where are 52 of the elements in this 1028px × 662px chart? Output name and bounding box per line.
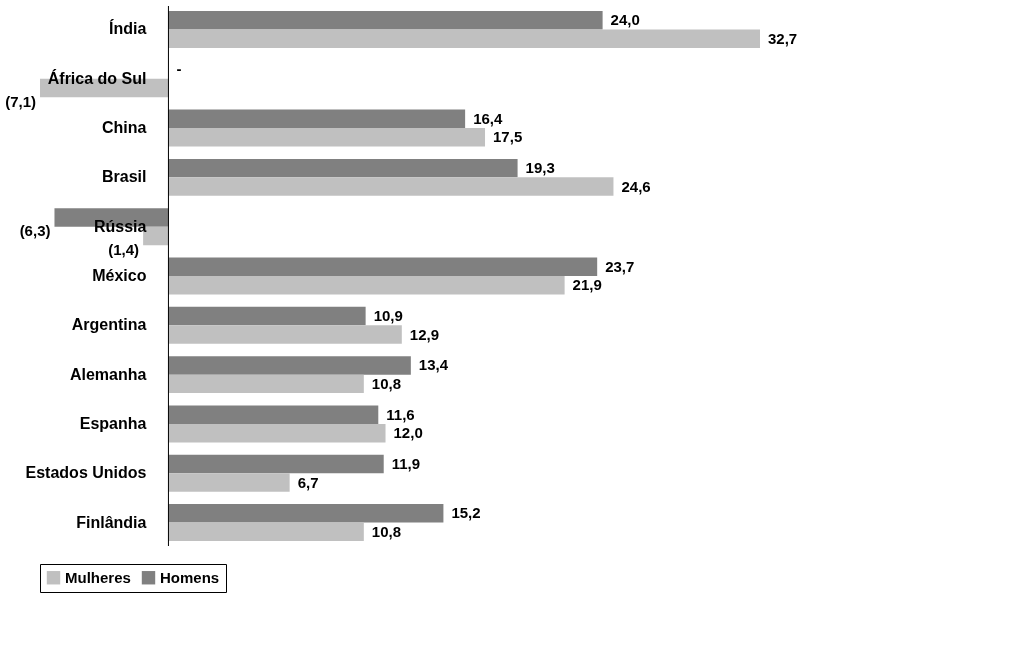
data-label: (1,4) (108, 240, 140, 258)
bar (168, 473, 290, 492)
data-label: 11,6 (386, 405, 415, 423)
y-tick-label: Brasil (101, 168, 147, 186)
bar (168, 423, 386, 443)
data-label: 19,3 (525, 159, 555, 177)
y-tick-label: África do Sul (47, 68, 147, 87)
bar (168, 325, 402, 344)
data-label: 32,7 (768, 29, 798, 47)
legend-label: Mulheres (65, 568, 131, 586)
y-tick-label: Estados Unidos (25, 464, 147, 482)
data-label: 10,9 (373, 307, 403, 325)
bar (168, 522, 364, 542)
bar (168, 177, 614, 196)
data-label: 13,4 (418, 356, 449, 374)
data-label: 12,0 (393, 424, 423, 442)
bar (168, 306, 366, 326)
y-tick-label: Finlândia (76, 513, 147, 531)
bar (168, 29, 760, 48)
data-label: 6,7 (297, 473, 319, 491)
data-label: 12,9 (409, 325, 440, 343)
bar (168, 158, 518, 178)
bar (168, 504, 444, 523)
data-label: (6,3) (19, 222, 51, 240)
bar (168, 109, 466, 129)
data-label: 21,9 (572, 276, 602, 294)
bar (168, 128, 486, 147)
data-label: (7,1) (5, 92, 36, 110)
data-label: 16,4 (473, 109, 503, 127)
y-tick-label: China (101, 119, 147, 137)
data-label: 10,8 (371, 374, 402, 392)
bar (168, 10, 603, 30)
legend-label: Homens (160, 568, 220, 586)
data-label: 15,2 (451, 504, 481, 522)
data-label: 24,6 (621, 177, 651, 195)
data-label: 11,9 (391, 455, 421, 473)
text: - (176, 60, 182, 78)
data-label: 10,8 (371, 522, 402, 540)
data-label: 23,7 (605, 257, 635, 275)
bar (168, 356, 411, 375)
data-label: 17,5 (493, 128, 523, 146)
y-tick-label: México (92, 267, 147, 284)
data-label: 24,0 (610, 11, 640, 29)
bar (168, 374, 364, 394)
bar (168, 405, 379, 424)
bar (168, 257, 598, 276)
y-tick-label: Espanha (79, 414, 147, 432)
y-tick-label: Alemanha (69, 365, 147, 383)
y-tick-label: Índia (109, 19, 147, 38)
y-tick-label: Argentina (71, 316, 147, 334)
bar (168, 276, 565, 295)
bar (168, 454, 384, 474)
